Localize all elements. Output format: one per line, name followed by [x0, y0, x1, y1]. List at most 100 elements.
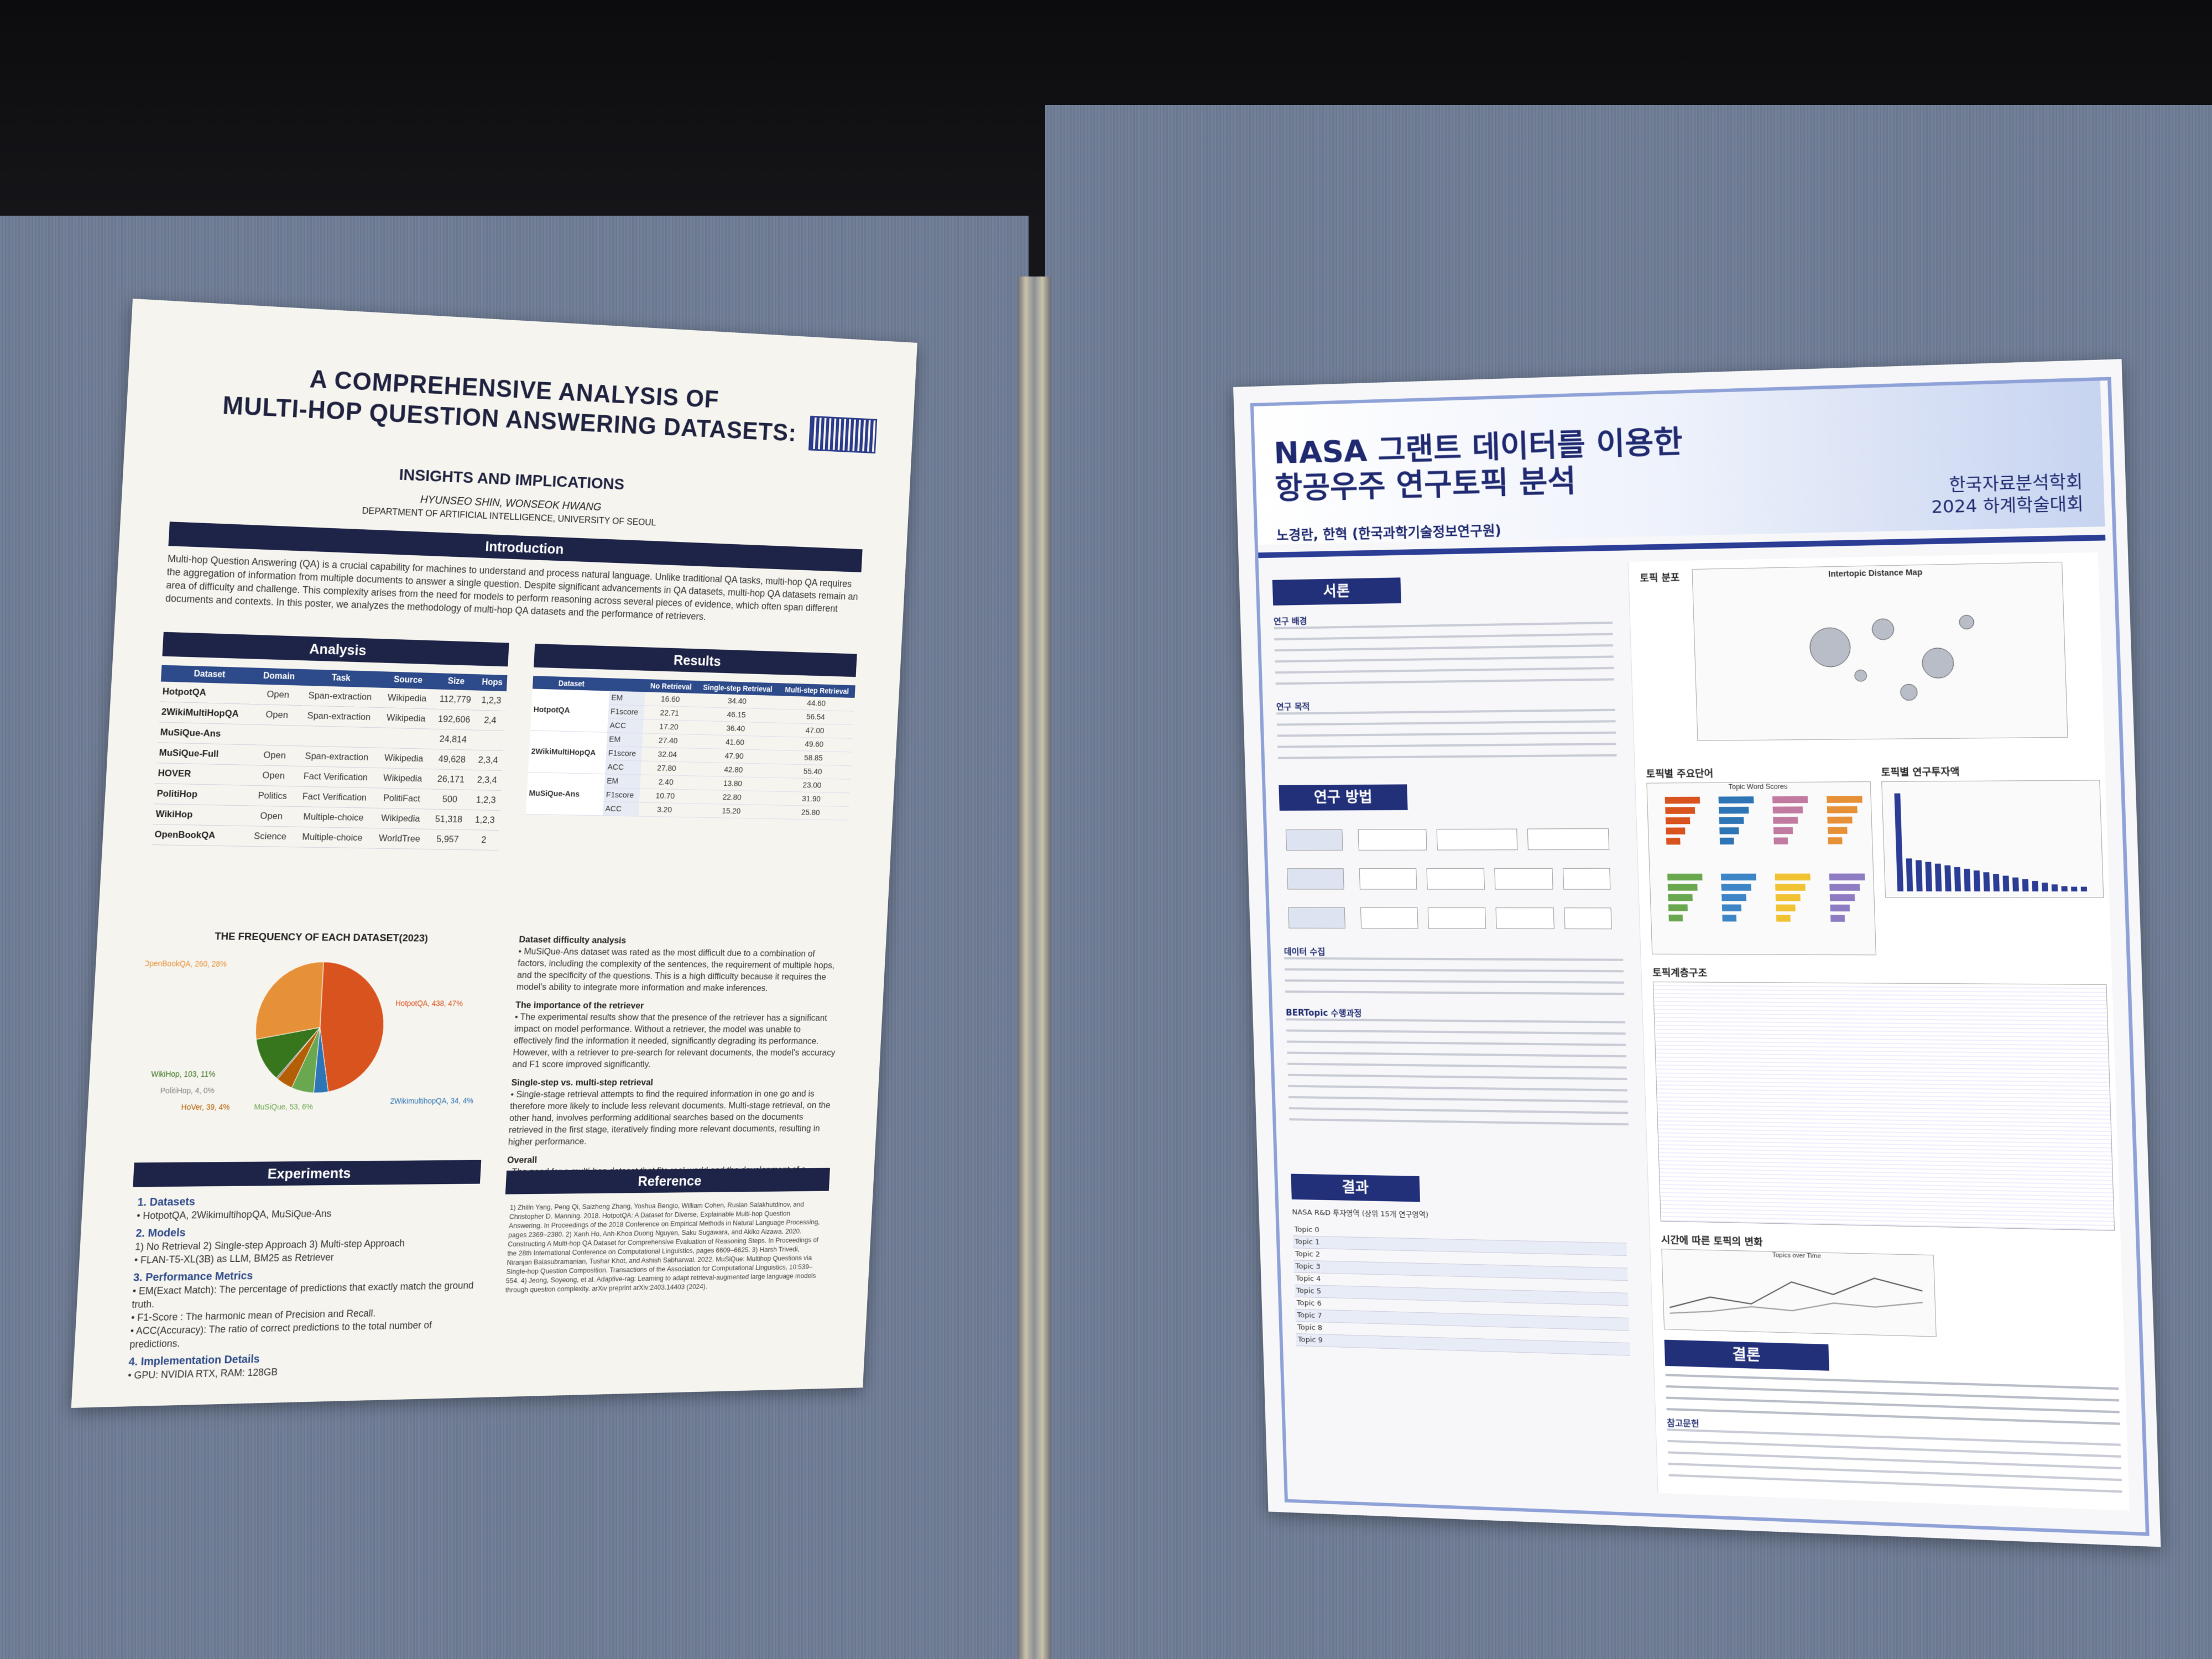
table-cell: 500 [428, 789, 472, 810]
word-score-bar [1830, 915, 1845, 922]
pie-slice-label: 2WikimultihopQA, 34, 4% [390, 1096, 473, 1105]
table-cell: 44.60 [778, 696, 854, 711]
results-header: Results [534, 644, 857, 677]
table-cell: 2,3,4 [472, 770, 502, 790]
word-score-bar [1722, 904, 1741, 911]
flow-step-1 [1286, 830, 1343, 851]
method-text: 데이터 수집 BERTopic 수행과정 [1284, 946, 1629, 1135]
conclusion-section-header: 결론 [1665, 1340, 1829, 1371]
table-cell: 2,3,4 [473, 750, 503, 770]
flow-step-12 [1428, 907, 1486, 929]
table-cell: 36.40 [694, 721, 777, 737]
pie-slice-label: HotpotQA, 438, 47% [395, 999, 463, 1008]
pie-slice-label: PolitiHop, 4, 0% [160, 1086, 215, 1095]
funding-bar [2071, 887, 2077, 891]
word-score-bar [1776, 915, 1791, 921]
word-score-bar [1828, 837, 1843, 844]
results-col-header [609, 678, 646, 692]
table-cell: 31.90 [773, 791, 849, 807]
word-score-bar [1773, 827, 1793, 834]
university-logo-icon [808, 416, 877, 453]
table-cell: 5,957 [426, 829, 469, 849]
dataset-col-header: Source [381, 671, 435, 689]
conclusion-block: 참고문헌 [1666, 1374, 2122, 1496]
table-cell: F1score [604, 788, 640, 802]
table-cell: Topic 9 [1296, 1334, 1395, 1349]
funding-bar [1964, 869, 1970, 891]
table-cell: 1,2,3 [469, 810, 500, 831]
intro-section-header: 서론 [1272, 577, 1401, 606]
word-score-bar [1668, 884, 1698, 890]
table-cell: 32.04 [641, 747, 693, 762]
word-score-bar [1666, 827, 1685, 834]
table-cell: 1,2,3 [476, 691, 507, 711]
table-cell: Fact Verification [295, 766, 377, 788]
flow-step-9 [1563, 868, 1610, 890]
table-cell: Multiple-choice [293, 806, 374, 828]
table-cell: EM [604, 774, 641, 789]
word-score-bar [1718, 796, 1754, 804]
dataset-col-header: Task [300, 669, 382, 688]
table-cell: Span-extraction [299, 686, 381, 708]
dataset-table-body: HotpotQA Open Span-extraction Wikipedia 112,… [152, 682, 507, 851]
table-cell: Span-extraction [298, 706, 380, 728]
conference-line-2: 2024 하계학술대회 [1931, 493, 2084, 519]
experiments-block: 1. Datasets • HotpotQA, 2WikimultihopQA,… [128, 1192, 479, 1382]
table-cell: Wikipedia [379, 707, 434, 729]
poster-title: A COMPREHENSIVE ANALYSIS OF MULTI-HOP QU… [192, 357, 827, 449]
difficulty-text: • MuSiQue-Ans dataset was rated as the m… [516, 946, 841, 995]
table-cell: WikiHop [153, 804, 251, 826]
word-score-bar [1830, 905, 1850, 912]
dataset-col-header: Dataset [161, 665, 258, 685]
table-cell: 46.15 [695, 707, 778, 723]
dataset-col-header: Hops [477, 674, 508, 691]
funding-bar [1983, 872, 1990, 891]
table-cell: Wikipedia [380, 688, 435, 709]
flow-step-2 [1358, 829, 1427, 851]
table-cell: HotpotQA [160, 682, 257, 705]
table-cell: PolitiFact [374, 788, 429, 809]
korean-results-table: Topic 0 Topic 1 Topic 2 Topic 3 Topic 4 … [1292, 1224, 1630, 1356]
single-multi-heading: Single-step vs. multi-step retrieval [511, 1077, 835, 1089]
intro-section: 연구 배경 연구 목적 [1274, 611, 1617, 768]
table-cell: 25.80 [772, 805, 849, 820]
word-score-bar [1827, 806, 1858, 813]
table-cell: 2.40 [640, 775, 692, 790]
table-cell: 16.60 [644, 692, 696, 707]
funding-bar [1993, 874, 2000, 891]
table-cell: WorldTree [372, 828, 427, 849]
dataset-table: Dataset Domain Task Source Size Hops HotpotQA… [152, 665, 508, 851]
flow-step-13 [1495, 907, 1554, 929]
topics-over-time-chart: Topics over Time [1661, 1249, 1936, 1337]
funding-bar [1935, 864, 1942, 891]
table-cell: 27.80 [641, 761, 693, 776]
table-cell: 49.60 [776, 737, 853, 752]
word-score-bar [1668, 915, 1683, 921]
table-cell: ACC [603, 802, 639, 816]
funding-bar [2061, 886, 2067, 891]
single-multi-text: • Single-stage retrieval attempts to fin… [508, 1088, 834, 1147]
topic-distribution-label: 토픽 분포 [1640, 569, 1680, 584]
topic-funding-chart [1881, 780, 2104, 898]
table-cell: 55.40 [774, 764, 851, 779]
table-cell: ACC [607, 718, 644, 733]
funding-bar [1944, 865, 1951, 891]
table-cell: 56.54 [777, 709, 854, 724]
topics-over-time-label: 시간에 따른 토픽의 변화 [1661, 1232, 1763, 1248]
experiments-header: Experiments [133, 1160, 481, 1187]
left-poster: A COMPREHENSIVE ANALYSIS OF MULTI-HOP QU… [71, 299, 917, 1408]
conference-name: 한국자료분석학회 2024 하계학술대회 [1931, 471, 2084, 519]
funding-bar [1894, 794, 1903, 891]
word-score-bar [1775, 884, 1806, 890]
table-cell: Wikipedia [375, 768, 430, 789]
funding-bar [1974, 870, 1980, 891]
funding-bar [2002, 876, 2009, 891]
results-dataset-cell: 2WikiMultiHopQA [528, 731, 608, 774]
flow-step-10 [1288, 907, 1345, 928]
dataset-frequency-pie-chart: HotpotQA, 438, 47% 2WikimultihopQA, 34, 4… [137, 944, 493, 1121]
word-score-bar [1666, 817, 1691, 825]
table-cell: ACC [605, 760, 641, 775]
table-cell: 192,606 [432, 709, 476, 730]
word-score-bar [1773, 817, 1798, 824]
table-cell: 26,171 [429, 769, 473, 790]
